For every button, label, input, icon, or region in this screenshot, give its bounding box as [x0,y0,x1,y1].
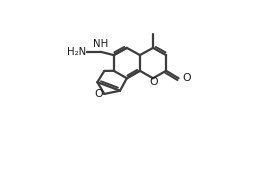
Text: H₂N: H₂N [67,47,86,57]
Text: O: O [182,73,191,83]
Text: O: O [149,77,158,87]
Text: O: O [95,89,103,99]
Text: NH: NH [93,39,109,49]
